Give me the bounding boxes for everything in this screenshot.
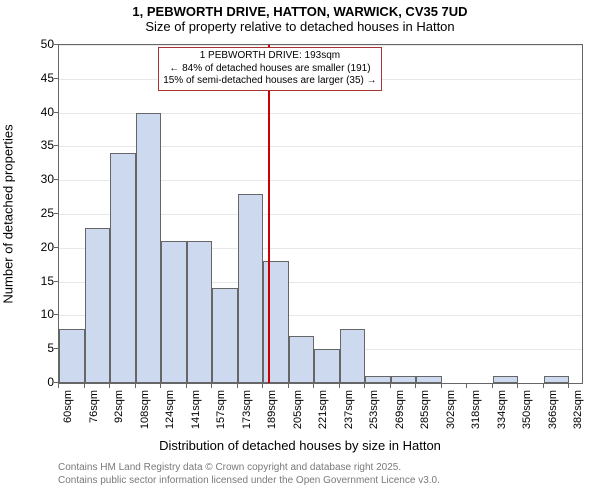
ytick-label: 10 (41, 307, 54, 321)
ytick-mark (54, 348, 58, 349)
xtick-mark (313, 384, 314, 388)
histogram-bar (263, 261, 289, 383)
chart-container: 1, PEBWORTH DRIVE, HATTON, WARWICK, CV35… (0, 0, 600, 500)
xtick-mark (339, 384, 340, 388)
xtick-mark (237, 384, 238, 388)
xtick-label: 141sqm (190, 390, 202, 429)
ytick-mark (54, 112, 58, 113)
xtick-label: 237sqm (343, 390, 355, 429)
xtick-label: 382sqm (572, 390, 584, 429)
xtick-mark (58, 384, 59, 388)
histogram-bar (59, 329, 85, 383)
xtick-mark (160, 384, 161, 388)
annotation-line3: 15% of semi-detached houses are larger (… (163, 75, 376, 88)
xtick-mark (364, 384, 365, 388)
xtick-label: 253sqm (368, 390, 380, 429)
histogram-bar (391, 376, 417, 383)
xtick-mark (211, 384, 212, 388)
ytick-mark (54, 281, 58, 282)
histogram-bar (110, 153, 136, 383)
ytick-label: 5 (47, 341, 54, 355)
ytick-label: 45 (41, 71, 54, 85)
xtick-mark (135, 384, 136, 388)
xtick-mark (441, 384, 442, 388)
histogram-bar (544, 376, 570, 383)
ytick-mark (54, 179, 58, 180)
xtick-label: 221sqm (317, 390, 329, 429)
xtick-label: 334sqm (496, 390, 508, 429)
plot-area: 1 PEBWORTH DRIVE: 193sqm ← 84% of detach… (58, 44, 583, 384)
xtick-mark (568, 384, 569, 388)
xtick-label: 285sqm (419, 390, 431, 429)
xtick-mark (109, 384, 110, 388)
xtick-mark (466, 384, 467, 388)
xtick-mark (186, 384, 187, 388)
y-axis-label: Number of detached properties (1, 124, 16, 303)
xtick-label: 205sqm (292, 390, 304, 429)
xtick-label: 108sqm (139, 390, 151, 429)
xtick-label: 302sqm (445, 390, 457, 429)
xtick-label: 124sqm (164, 390, 176, 429)
xtick-mark (492, 384, 493, 388)
marker-line (268, 45, 270, 383)
histogram-bar (161, 241, 187, 383)
xtick-label: 350sqm (521, 390, 533, 429)
ytick-mark (54, 44, 58, 45)
ytick-label: 0 (47, 375, 54, 389)
ytick-label: 40 (41, 105, 54, 119)
histogram-bar (85, 228, 111, 383)
ytick-label: 30 (41, 172, 54, 186)
ytick-label: 15 (41, 274, 54, 288)
xtick-label: 269sqm (394, 390, 406, 429)
histogram-bar (314, 349, 340, 383)
xtick-mark (84, 384, 85, 388)
ytick-mark (54, 382, 58, 383)
histogram-bar (416, 376, 442, 383)
xtick-label: 92sqm (113, 390, 125, 423)
ytick-label: 25 (41, 206, 54, 220)
xtick-label: 189sqm (266, 390, 278, 429)
ytick-label: 50 (41, 37, 54, 51)
attribution-line2: Contains public sector information licen… (58, 475, 440, 486)
xtick-mark (288, 384, 289, 388)
histogram-bar (187, 241, 213, 383)
ytick-mark (54, 78, 58, 79)
chart-title-line2: Size of property relative to detached ho… (0, 19, 600, 36)
annotation-line2: ← 84% of detached houses are smaller (19… (163, 63, 376, 76)
histogram-bar (238, 194, 264, 383)
xtick-mark (390, 384, 391, 388)
xtick-label: 318sqm (470, 390, 482, 429)
xtick-mark (517, 384, 518, 388)
x-axis-label: Distribution of detached houses by size … (0, 438, 600, 453)
histogram-bar (340, 329, 366, 383)
xtick-label: 173sqm (241, 390, 253, 429)
histogram-bar (289, 336, 315, 383)
gridline (59, 45, 582, 46)
ytick-label: 20 (41, 240, 54, 254)
histogram-bar (493, 376, 519, 383)
annotation-line1: 1 PEBWORTH DRIVE: 193sqm (163, 50, 376, 63)
ytick-mark (54, 247, 58, 248)
ytick-mark (54, 314, 58, 315)
ytick-label: 35 (41, 138, 54, 152)
annotation-box: 1 PEBWORTH DRIVE: 193sqm ← 84% of detach… (158, 47, 381, 91)
xtick-mark (262, 384, 263, 388)
histogram-bar (136, 113, 162, 383)
ytick-mark (54, 145, 58, 146)
chart-title-line1: 1, PEBWORTH DRIVE, HATTON, WARWICK, CV35… (0, 0, 600, 19)
xtick-label: 157sqm (215, 390, 227, 429)
ytick-mark (54, 213, 58, 214)
xtick-label: 366sqm (547, 390, 559, 429)
xtick-mark (543, 384, 544, 388)
histogram-bar (365, 376, 391, 383)
attribution-line1: Contains HM Land Registry data © Crown c… (58, 462, 401, 473)
histogram-bar (212, 288, 238, 383)
xtick-mark (415, 384, 416, 388)
xtick-label: 60sqm (62, 390, 74, 423)
xtick-label: 76sqm (88, 390, 100, 423)
